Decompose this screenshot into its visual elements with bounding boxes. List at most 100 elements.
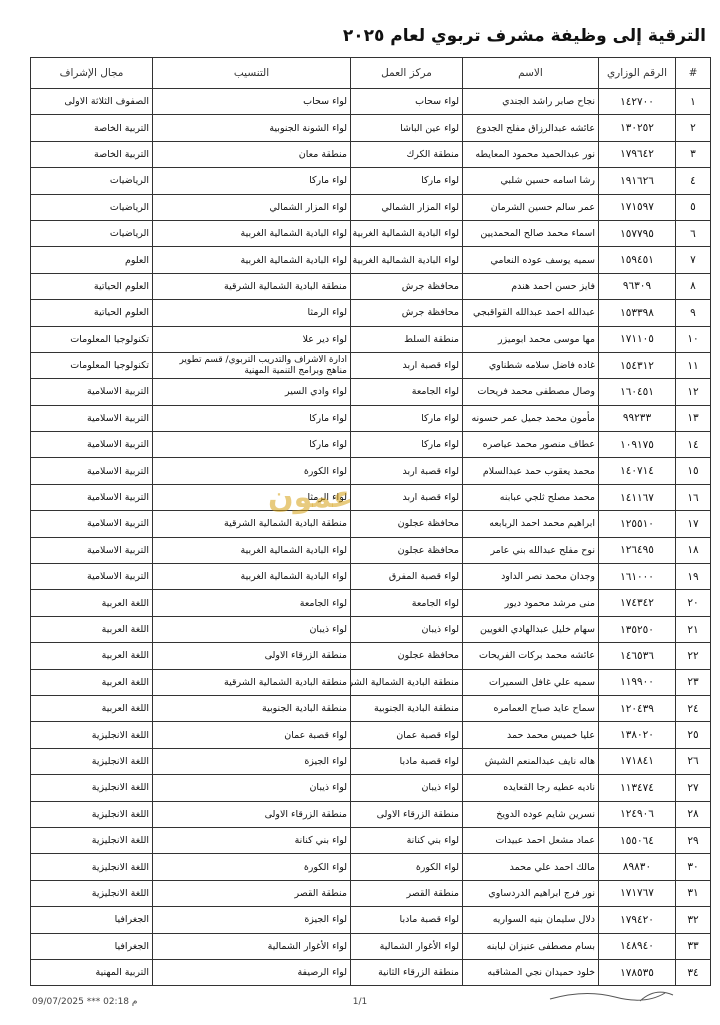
- table-row: ٢٨ ١٢٤٩٠٦ نسرين شايم عوده الدويخ منطقة الزر…: [30, 800, 711, 828]
- table-cell: لواء وادي السير: [152, 378, 351, 406]
- table-cell: ٨: [675, 272, 711, 301]
- promotion-table: # الرقم الوزاري الاسم مركز العمل التنسيب مجال…: [30, 57, 711, 987]
- column-header: الرقم الوزاري: [598, 57, 676, 89]
- table-cell: اللغة الانجليزية: [30, 879, 153, 908]
- table-cell: منطقة القصر: [152, 879, 351, 908]
- table-cell: لواء البادية الشمالية الغربية: [152, 563, 351, 591]
- table-cell: لواء الجامعة: [350, 378, 463, 406]
- watermark: عمون: [268, 480, 354, 515]
- table-cell: ١٤: [675, 431, 711, 459]
- table-cell: التربية المهنية: [30, 958, 153, 987]
- table-cell: ١١٩٩٠٠: [598, 668, 676, 696]
- table-cell: ١٦٠٤٥١: [598, 378, 676, 406]
- table-cell: ١٥٧٧٩٥: [598, 219, 676, 248]
- table-cell: تكنولوجيا المعلومات: [30, 351, 153, 380]
- table-cell: ١٧١٥٩٧: [598, 193, 676, 221]
- table-cell: منطقة البادية الشمالية الشرقية: [350, 668, 463, 696]
- table-cell: اللغة العربية: [30, 694, 153, 723]
- table-cell: ٢٦: [675, 747, 711, 776]
- table-cell: ١٧٩٤٢٠: [598, 906, 676, 934]
- table-cell: محافظة جرش: [350, 272, 463, 301]
- table-cell: لواء الأغوار الشمالية: [350, 932, 463, 960]
- table-cell: لواء قصبة اربد: [350, 351, 463, 380]
- table-cell: لواء ماركا: [152, 431, 351, 459]
- table-cell: ١٧٨٥٣٥: [598, 958, 676, 987]
- table-cell: نسرين شايم عوده الدويخ: [462, 800, 599, 828]
- signature: [549, 991, 674, 1002]
- table-cell: ١٤٦٥٣٦: [598, 642, 676, 670]
- table-cell: ١٤٠٧١٤: [598, 457, 676, 485]
- table-row: ٢٣ ١١٩٩٠٠ سميه علي غافل السميرات منطقة البا…: [30, 668, 711, 696]
- table-cell: لواء ذيبان: [350, 774, 463, 802]
- table-cell: ٢١: [675, 615, 711, 644]
- title: الترقية إلى وظيفة مشرف تربوي لعام ٢٠٢٥: [342, 26, 706, 46]
- table-cell: ١٠٩١٧٥: [598, 431, 676, 459]
- table-cell: التربية الخاصة: [30, 140, 153, 169]
- table-cell: لواء الكورة: [350, 853, 463, 881]
- table-cell: اللغة الانجليزية: [30, 800, 153, 828]
- table-cell: غاده فاضل سلامه شطناوي: [462, 351, 599, 380]
- table-cell: ١٢: [675, 378, 711, 406]
- table-cell: ابراهيم محمد احمد الربابعه: [462, 510, 599, 538]
- table-cell: نوح مفلح عبدالله بني عامر: [462, 536, 599, 565]
- table-cell: لواء الشونة الجنوبية: [152, 114, 351, 142]
- table-cell: لواء قصبة مادبا: [350, 906, 463, 934]
- table-cell: ٢٠: [675, 589, 711, 617]
- table-cell: اللغة الانجليزية: [30, 774, 153, 802]
- table-cell: الصفوف الثلاثة الاولى: [30, 87, 153, 116]
- table-cell: لواء الجيزة: [152, 747, 351, 776]
- table-row: ٧ ١٥٩٤٥١ سميه يوسف عوده النعامي لواء البادي…: [30, 246, 711, 274]
- table-cell: لواء سحاب: [350, 87, 463, 116]
- table-cell: مالك احمد علي محمد: [462, 853, 599, 881]
- table-cell: العلوم الحياتية: [30, 272, 153, 301]
- table-body: ١ ١٤٢٧٠٠ نجاح صابر راشد الجندي لواء سحاب لوا…: [30, 87, 711, 987]
- table-cell: التربية الاسلامية: [30, 378, 153, 406]
- table-row: ٢٧ ١١٣٤٧٤ ناديه عطيه رجا القعايده لواء ذيبا…: [30, 774, 711, 802]
- table-cell: ١٥٣٣٩٨: [598, 299, 676, 327]
- table-cell: ٣٣: [675, 932, 711, 960]
- table-cell: اللغة العربية: [30, 668, 153, 696]
- table-cell: التربية الاسلامية: [30, 510, 153, 538]
- table-row: ٢٦ ١٧١٨٤١ هاله نايف عبدالمنعم الشيش لواء قص…: [30, 747, 711, 776]
- table-cell: ٣٢: [675, 906, 711, 934]
- table-row: ٢٩ ١٥٥٠٦٤ عماد مشعل احمد عبيدات لواء بني كن…: [30, 826, 711, 855]
- table-cell: لواء الرمثا: [152, 299, 351, 327]
- table-cell: لواء الكورة: [152, 853, 351, 881]
- table-cell: اللغة العربية: [30, 615, 153, 644]
- table-cell: منطقة السلط: [350, 325, 463, 353]
- table-cell: لواء بني كنانة: [152, 826, 351, 855]
- table-cell: نجاح صابر راشد الجندي: [462, 87, 599, 116]
- table-cell: الرياضيات: [30, 219, 153, 248]
- table-row: ٦ ١٥٧٧٩٥ اسماء محمد صالح المحمديين لواء الب…: [30, 219, 711, 248]
- table-cell: اللغة الانجليزية: [30, 853, 153, 881]
- table-cell: الرياضيات: [30, 167, 153, 195]
- table-cell: لواء البادية الشمالية الغربية: [152, 536, 351, 565]
- table-cell: ١٣٥٢٥٠: [598, 615, 676, 644]
- table-cell: ٥: [675, 193, 711, 221]
- table-cell: ١٧١٨٤١: [598, 747, 676, 776]
- table-cell: اللغة الانجليزية: [30, 721, 153, 749]
- table-cell: التربية الاسلامية: [30, 404, 153, 433]
- table-cell: عماد مشعل احمد عبيدات: [462, 826, 599, 855]
- table-cell: لواء عين الباشا: [350, 114, 463, 142]
- table-cell: ١٠: [675, 325, 711, 353]
- table-row: ٢٠ ١٧٤٣٤٢ منى مرشد محمود ديور لواء الجامعة ل…: [30, 589, 711, 617]
- table-cell: العلوم الحياتية: [30, 299, 153, 327]
- table-row: ٥ ١٧١٥٩٧ عمر سالم حسين الشرمان لواء المزار …: [30, 193, 711, 221]
- table-cell: منطقة الزرقاء الاولى: [152, 800, 351, 828]
- table-cell: ١٧١٧٦٧: [598, 879, 676, 908]
- table-cell: ٢: [675, 114, 711, 142]
- table-cell: ١٩١٦٢٦: [598, 167, 676, 195]
- table-row: ٤ ١٩١٦٢٦ رشا اسامه حسين شلبي لواء ماركا لواء…: [30, 167, 711, 195]
- table-cell: التربية الاسلامية: [30, 536, 153, 565]
- table-row: ٣٠ ٨٩٨٣٠ مالك احمد علي محمد لواء الكورة لواء…: [30, 853, 711, 881]
- table-row: ٨ ٩٦٣٠٩ فايز حسن احمد هندم محافظة جرش منطقة …: [30, 272, 711, 301]
- table-cell: ٢٨: [675, 800, 711, 828]
- header-row: # الرقم الوزاري الاسم مركز العمل التنسيب مجال…: [30, 57, 711, 89]
- table-row: ١٧ ١٢٥٥١٠ ابراهيم محمد احمد الربابعه محافظة…: [30, 510, 711, 538]
- table-cell: منطقة البادية الجنوبية: [350, 694, 463, 723]
- table-cell: التربية الاسلامية: [30, 483, 153, 512]
- table-cell: محافظة جرش: [350, 299, 463, 327]
- table-row: ٣١ ١٧١٧٦٧ نور فرج ابراهيم الدردساوي منطقة ا…: [30, 879, 711, 908]
- table-cell: ٣٠: [675, 853, 711, 881]
